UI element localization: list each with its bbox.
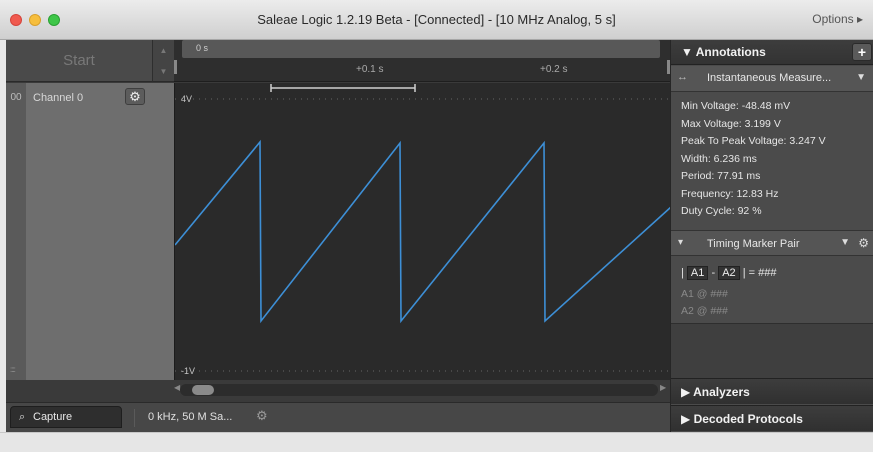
marker-a1-button[interactable]: A1 [686, 266, 709, 280]
timing-marker-title: Timing Marker Pair [707, 238, 800, 250]
voltage-bottom-label: -1V [181, 366, 196, 376]
waveform-svg [175, 84, 671, 372]
formula-bar: | [681, 267, 687, 279]
collapsed-triangle-icon: ▶ [681, 412, 694, 426]
channel-name[interactable]: Channel 0 [33, 92, 84, 104]
waveform-plot[interactable]: 4V -1V [174, 83, 671, 380]
app-body: Start ▲ ▼ 00 Channel 0 ⚙ :::: 0 s +0.1 s… [6, 40, 873, 432]
marker-a2-row: A2 @ ### [681, 305, 728, 317]
measurement-item: Frequency: 12.83 Hz [681, 187, 779, 200]
status-bar [0, 432, 873, 452]
analyzers-header[interactable]: ▶ Analyzers [671, 378, 873, 404]
annotations-header[interactable]: ▼ Annotations + [671, 40, 873, 65]
measurement-list: Min Voltage: -48.48 mV Max Voltage: 3.19… [681, 100, 826, 223]
annotations-empty-area [671, 323, 873, 378]
resize-grip-icon[interactable]: :::: [10, 365, 16, 374]
voltage-top-label: 4V [181, 94, 193, 104]
channel-number: 00 [6, 83, 26, 380]
time-ruler[interactable]: 0 s +0.1 s +0.2 s [174, 40, 670, 82]
analyzers-title: Analyzers [693, 385, 750, 399]
formula-minus: - [711, 267, 716, 279]
measurement-item: Period: 77.91 ms [681, 170, 761, 182]
measurement-item: Width: 6.236 ms [681, 152, 757, 165]
sample-rate-label[interactable]: 0 kHz, 50 M Sa... [148, 411, 233, 423]
bottom-tab-bar: ⌕ Capture 0 kHz, 50 M Sa... ⚙ [6, 402, 670, 432]
options-menu-button[interactable]: Options ▸ [812, 12, 863, 26]
start-button[interactable]: Start [6, 40, 152, 82]
measurement-dropdown-icon[interactable]: ▼ [856, 72, 866, 83]
expand-triangle-icon: ▼ [681, 45, 696, 59]
pin-icon: ▾ [678, 237, 684, 248]
ruler-tick-label: +0.1 s [356, 64, 384, 75]
scroll-right-icon[interactable]: ▶ [660, 383, 667, 392]
spinner-down-icon[interactable]: ▼ [159, 67, 168, 76]
marker-a1-row: A1 @ ### [681, 288, 728, 300]
scroll-left-icon[interactable]: ◀ [174, 383, 181, 392]
ruler-overview-bar[interactable]: 0 s [182, 40, 660, 58]
start-spinner[interactable]: ▲ ▼ [152, 40, 174, 82]
width-measurement-marker [270, 84, 416, 92]
annotations-title: Annotations [695, 45, 766, 59]
decoded-protocols-title: Decoded Protocols [693, 412, 803, 426]
ruler-right-handle[interactable] [667, 60, 670, 74]
window-title: Saleae Logic 1.2.19 Beta - [Connected] -… [257, 12, 616, 27]
left-panel-footer [6, 380, 174, 402]
scroll-thumb[interactable] [192, 385, 214, 395]
timing-marker-row[interactable]: ▾ Timing Marker Pair ▼ ⚙ [671, 230, 873, 256]
ruler-tick-label: +0.2 s [540, 64, 568, 75]
measurement-item: Max Voltage: 3.199 V [681, 117, 781, 130]
measurement-row[interactable]: ↔ Instantaneous Measure... ▼ [671, 66, 873, 92]
channel-row: 00 Channel 0 ⚙ :::: [6, 83, 174, 380]
measurement-item: Duty Cycle: 92 % [681, 205, 762, 217]
add-annotation-button[interactable]: + [852, 43, 872, 61]
measurement-title: Instantaneous Measure... [707, 72, 832, 84]
scroll-track[interactable] [180, 384, 658, 396]
measurement-item: Min Voltage: -48.48 mV [681, 100, 791, 112]
right-panel: ▼ Annotations + ↔ Instantaneous Measure.… [670, 40, 873, 432]
zoom-window-button[interactable] [48, 14, 60, 26]
timing-marker-dropdown-icon[interactable]: ▼ [840, 237, 850, 248]
capture-settings-gear-icon[interactable]: ⚙ [256, 408, 268, 423]
marker-a2-button[interactable]: A2 [718, 266, 740, 280]
magnifier-icon: ⌕ [19, 411, 26, 423]
formula-result: | = ### [742, 267, 777, 279]
measurement-arrows-icon: ↔ [677, 71, 688, 83]
title-bar: Saleae Logic 1.2.19 Beta - [Connected] -… [0, 0, 873, 40]
tab-divider [134, 409, 135, 427]
timing-marker-gear-icon[interactable]: ⚙ [858, 236, 869, 250]
collapsed-triangle-icon: ▶ [681, 385, 694, 399]
ruler-left-handle[interactable] [174, 60, 177, 74]
decoded-protocols-header[interactable]: ▶ Decoded Protocols [671, 405, 873, 431]
channel-settings-gear-icon[interactable]: ⚙ [125, 88, 145, 105]
measurement-item: Peak To Peak Voltage: 3.247 V [681, 135, 826, 147]
horizontal-scrollbar[interactable]: ◀ ▶ [174, 380, 670, 402]
timing-marker-formula: | A1 - A2 | = ### [681, 266, 776, 280]
tab-capture-label: Capture [33, 411, 73, 423]
ruler-origin-label: 0 s [196, 43, 209, 53]
spinner-up-icon[interactable]: ▲ [159, 46, 168, 55]
close-window-button[interactable] [10, 14, 22, 26]
minimize-window-button[interactable] [29, 14, 41, 26]
tab-capture[interactable]: ⌕ Capture [10, 406, 122, 428]
sawtooth-waveform [175, 139, 671, 324]
